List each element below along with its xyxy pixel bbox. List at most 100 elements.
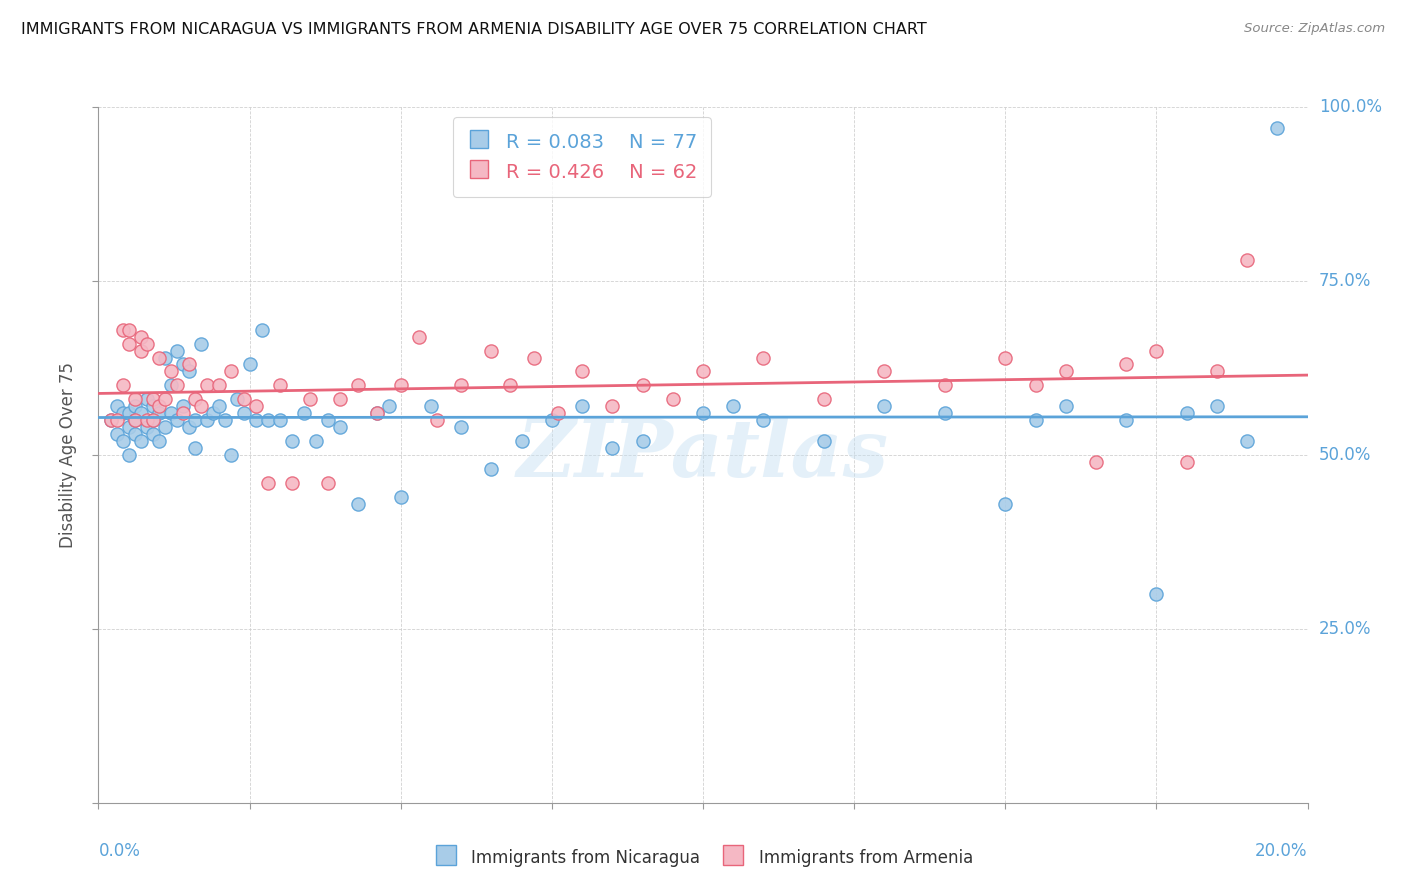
Point bbox=[281, 475, 304, 490]
Point bbox=[1175, 406, 1198, 420]
Point bbox=[419, 399, 441, 413]
Point bbox=[245, 413, 267, 427]
Point bbox=[153, 351, 176, 365]
Point bbox=[1054, 364, 1077, 378]
Point bbox=[366, 406, 388, 420]
Point bbox=[481, 343, 503, 358]
Point bbox=[347, 497, 370, 511]
Point bbox=[281, 434, 304, 448]
Point bbox=[269, 378, 291, 392]
Point bbox=[571, 399, 593, 413]
Y-axis label: Disability Age Over 75: Disability Age Over 75 bbox=[59, 362, 77, 548]
Point bbox=[166, 343, 188, 358]
Point bbox=[631, 434, 654, 448]
Point bbox=[129, 343, 152, 358]
Point bbox=[100, 413, 122, 427]
Point bbox=[142, 427, 165, 442]
Point bbox=[208, 378, 231, 392]
Point bbox=[329, 420, 352, 434]
Point bbox=[118, 323, 141, 337]
Point bbox=[245, 399, 267, 413]
Point bbox=[148, 351, 170, 365]
Point bbox=[250, 323, 273, 337]
Point bbox=[1236, 434, 1258, 448]
Point bbox=[389, 490, 412, 504]
Point bbox=[1144, 343, 1167, 358]
Point bbox=[135, 420, 157, 434]
Point bbox=[752, 413, 775, 427]
Point bbox=[118, 336, 141, 351]
Point bbox=[160, 364, 183, 378]
Point bbox=[153, 392, 176, 407]
Point bbox=[481, 462, 503, 476]
Point bbox=[226, 392, 249, 407]
Point bbox=[510, 434, 533, 448]
Point bbox=[813, 434, 835, 448]
Point bbox=[631, 378, 654, 392]
Point bbox=[450, 420, 472, 434]
Point bbox=[124, 413, 146, 427]
Point bbox=[148, 434, 170, 448]
Point bbox=[389, 378, 412, 392]
Point bbox=[111, 323, 134, 337]
Point bbox=[190, 399, 212, 413]
Point bbox=[692, 406, 714, 420]
Point bbox=[184, 441, 207, 455]
Point bbox=[105, 413, 128, 427]
Point bbox=[1175, 455, 1198, 469]
Point bbox=[129, 329, 152, 343]
Point bbox=[232, 406, 254, 420]
Point bbox=[195, 378, 218, 392]
Text: IMMIGRANTS FROM NICARAGUA VS IMMIGRANTS FROM ARMENIA DISABILITY AGE OVER 75 CORR: IMMIGRANTS FROM NICARAGUA VS IMMIGRANTS … bbox=[21, 22, 927, 37]
Point bbox=[124, 399, 146, 413]
Point bbox=[142, 399, 165, 413]
Point bbox=[1236, 253, 1258, 268]
Point bbox=[105, 427, 128, 442]
Point bbox=[721, 399, 744, 413]
Point bbox=[1115, 413, 1137, 427]
Point bbox=[190, 336, 212, 351]
Text: 20.0%: 20.0% bbox=[1256, 842, 1308, 860]
Point bbox=[256, 475, 278, 490]
Point bbox=[329, 392, 352, 407]
Point bbox=[105, 399, 128, 413]
Point bbox=[523, 351, 546, 365]
Point bbox=[195, 413, 218, 427]
Point bbox=[540, 413, 562, 427]
Point bbox=[153, 420, 176, 434]
Point bbox=[232, 392, 254, 407]
Point bbox=[135, 392, 157, 407]
Point bbox=[177, 364, 201, 378]
Point bbox=[408, 329, 430, 343]
Point bbox=[202, 406, 225, 420]
Point bbox=[160, 378, 183, 392]
Point bbox=[142, 413, 165, 427]
Point bbox=[184, 413, 207, 427]
Text: 25.0%: 25.0% bbox=[1319, 620, 1371, 638]
Point bbox=[1206, 364, 1229, 378]
Point bbox=[142, 392, 165, 407]
Point bbox=[661, 392, 683, 407]
Point bbox=[450, 378, 472, 392]
Point bbox=[1085, 455, 1108, 469]
Point bbox=[426, 413, 449, 427]
Point bbox=[239, 358, 262, 372]
Point bbox=[166, 413, 188, 427]
Point bbox=[177, 358, 201, 372]
Point bbox=[142, 413, 165, 427]
Point bbox=[111, 378, 134, 392]
Text: 50.0%: 50.0% bbox=[1319, 446, 1371, 464]
Text: ZIPatlas: ZIPatlas bbox=[517, 417, 889, 493]
Point bbox=[498, 378, 520, 392]
Text: 0.0%: 0.0% bbox=[98, 842, 141, 860]
Text: Source: ZipAtlas.com: Source: ZipAtlas.com bbox=[1244, 22, 1385, 36]
Point bbox=[377, 399, 399, 413]
Point bbox=[118, 406, 141, 420]
Point bbox=[124, 413, 146, 427]
Point bbox=[602, 399, 624, 413]
Point bbox=[111, 406, 134, 420]
Point bbox=[118, 448, 141, 462]
Point bbox=[316, 475, 339, 490]
Point bbox=[124, 392, 146, 407]
Point bbox=[1024, 378, 1046, 392]
